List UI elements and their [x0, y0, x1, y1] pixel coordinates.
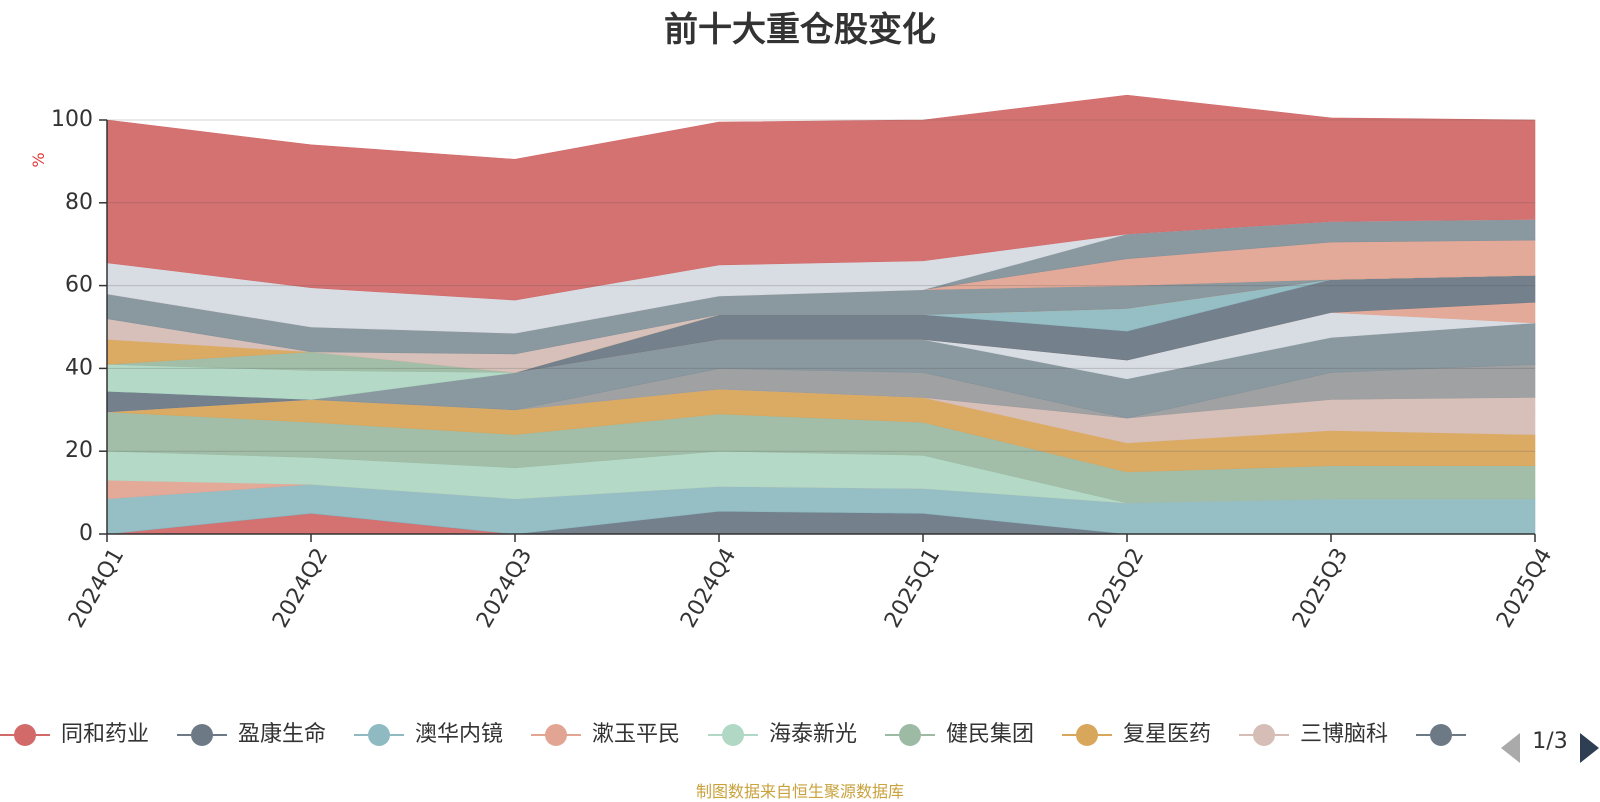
legend-circle-icon — [1076, 724, 1098, 746]
grid-lines — [107, 119, 1535, 452]
legend-label: 健民集团 — [946, 722, 1034, 747]
legend-circle-icon — [14, 724, 36, 746]
legend-circle-icon — [899, 724, 921, 746]
legend-item[interactable]: 同和药业 — [0, 722, 149, 747]
stacked-areas — [106, 94, 1536, 535]
legend: 同和药业 盈康生命 澳华内镜 漱玉平民 海泰新光 健民集团 复星医药 三博脑科 — [0, 722, 1466, 747]
legend-label: 漱玉平民 — [592, 722, 680, 747]
legend-label: 海泰新光 — [769, 722, 857, 747]
chart-title: 前十大重仓股变化 — [664, 10, 936, 50]
y-axis-unit-label: % — [29, 152, 48, 167]
x-tick-label: 2025Q2 — [1084, 544, 1149, 632]
x-tick-label: 2024Q1 — [64, 544, 129, 632]
legend-item[interactable]: 三博脑科 — [1239, 722, 1388, 747]
x-tick-label: 2024Q3 — [472, 544, 537, 632]
legend-label: 澳华内镜 — [415, 722, 503, 747]
legend-item[interactable]: 海泰新光 — [708, 722, 857, 747]
legend-item[interactable]: 健民集团 — [885, 722, 1034, 747]
legend-next-page-icon[interactable] — [1580, 733, 1599, 763]
y-tick-label: 20 — [65, 438, 93, 463]
legend-item[interactable]: 复星医药 — [1062, 722, 1211, 747]
x-tick-label: 2024Q4 — [676, 544, 741, 632]
legend-item[interactable]: 澳华内镜 — [354, 722, 503, 747]
legend-page-indicator: 1/3 — [1532, 729, 1567, 754]
x-tick-label: 2025Q4 — [1492, 544, 1557, 632]
x-tick-label: 2025Q3 — [1288, 544, 1353, 632]
legend-label: 盈康生命 — [238, 722, 326, 747]
legend-item-partial[interactable] — [1416, 724, 1466, 746]
y-tick-label: 80 — [65, 190, 93, 215]
data-source-note: 制图数据来自恒生聚源数据库 — [695, 782, 904, 801]
legend-item[interactable]: 盈康生命 — [177, 722, 326, 747]
y-tick-label: 40 — [65, 355, 93, 380]
legend-circle-icon — [722, 724, 744, 746]
legend-circle-icon — [1430, 724, 1452, 746]
y-tick-label: 60 — [65, 273, 93, 298]
legend-circle-icon — [545, 724, 567, 746]
legend-label: 同和药业 — [61, 722, 149, 747]
legend-circle-icon — [191, 724, 213, 746]
y-tick-label: 0 — [79, 521, 93, 546]
legend-circle-icon — [1253, 724, 1275, 746]
area-series-23 — [106, 94, 1536, 301]
legend-pager: 1/3 — [1501, 729, 1599, 763]
legend-item[interactable]: 漱玉平民 — [531, 722, 680, 747]
legend-label: 三博脑科 — [1300, 722, 1388, 747]
legend-circle-icon — [368, 724, 390, 746]
legend-label: 复星医药 — [1123, 722, 1211, 747]
y-tick-label: 100 — [51, 107, 93, 132]
x-tick-label: 2024Q2 — [268, 544, 333, 632]
x-tick-label: 2025Q1 — [880, 544, 945, 632]
legend-prev-page-icon[interactable] — [1501, 733, 1520, 763]
